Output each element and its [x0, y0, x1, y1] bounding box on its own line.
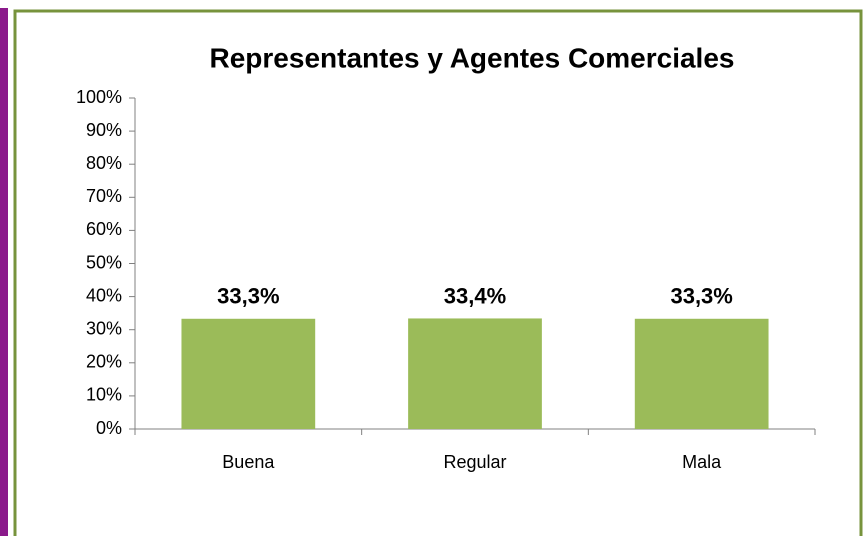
- chart-title: Representantes y Agentes Comerciales: [210, 42, 735, 73]
- bar: [634, 318, 769, 429]
- y-tick-label: 10%: [86, 385, 122, 405]
- y-tick-label: 80%: [86, 153, 122, 173]
- y-tick-label: 40%: [86, 285, 122, 305]
- side-strip: [0, 8, 8, 536]
- y-tick-label: 100%: [76, 87, 122, 107]
- y-tick-label: 70%: [86, 186, 122, 206]
- y-tick-label: 60%: [86, 219, 122, 239]
- chart-frame: [13, 9, 863, 536]
- y-tick-label: 0%: [96, 418, 122, 438]
- data-label: 33,3%: [670, 284, 732, 309]
- y-tick-label: 50%: [86, 252, 122, 272]
- y-tick-label: 20%: [86, 352, 122, 372]
- bar: [181, 318, 316, 429]
- y-tick-label: 30%: [86, 318, 122, 338]
- y-tick-label: 90%: [86, 120, 122, 140]
- x-tick-label: Buena: [222, 452, 275, 472]
- x-tick-label: Regular: [443, 452, 506, 472]
- data-label: 33,4%: [444, 283, 506, 308]
- bar: [408, 318, 542, 429]
- data-label: 33,3%: [217, 284, 279, 309]
- x-tick-label: Mala: [682, 452, 722, 472]
